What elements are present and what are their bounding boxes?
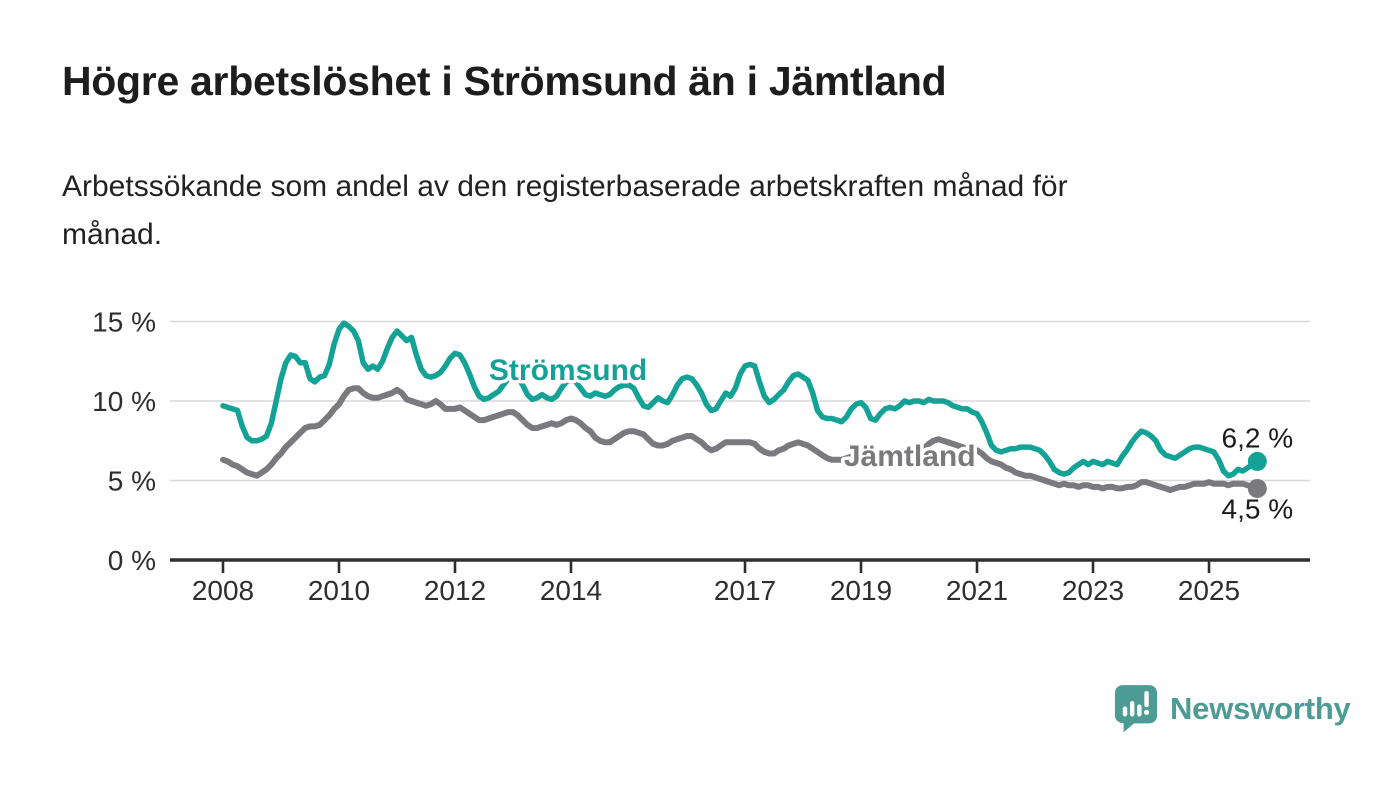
chart-title: Högre arbetslöshet i Strömsund än i Jämt…: [62, 58, 947, 104]
x-axis-label-2014: 2014: [540, 575, 602, 606]
newsworthy-logo-text: Newsworthy: [1170, 691, 1351, 726]
series-line-strömsund: [220, 320, 1261, 479]
x-axis-label-2017: 2017: [714, 575, 776, 606]
chart-subtitle-line2: månad.: [62, 218, 163, 251]
chart-subtitle: Arbetssökande som andel av den registerb…: [62, 163, 1068, 259]
y-axis-label-10: 10 %: [92, 386, 156, 417]
y-axis-label-15: 15 %: [92, 307, 156, 338]
x-axis-label-2021: 2021: [946, 575, 1008, 606]
end-value-label-jämtland: 4,5 %: [1222, 493, 1294, 524]
newsworthy-speech-bubble-barchart-icon: [1114, 685, 1158, 733]
x-axis-label-2025: 2025: [1178, 575, 1240, 606]
end-value-label-strömsund: 6,2 %: [1222, 422, 1294, 453]
y-axis-label-0: 0 %: [108, 545, 156, 576]
x-axis-label-2008: 2008: [192, 575, 254, 606]
series-end-dot-jämtland: [1247, 478, 1267, 498]
newsworthy-logo: Newsworthy: [1114, 684, 1351, 734]
chart-subtitle-line1: Arbetssökande som andel av den registerb…: [62, 170, 1068, 203]
x-axis-label-2023: 2023: [1062, 575, 1124, 606]
x-axis-label-2010: 2010: [308, 575, 370, 606]
series-line-jämtland: [220, 385, 1261, 493]
series-end-dot-strömsund: [1247, 451, 1267, 471]
x-axis-label-2012: 2012: [424, 575, 486, 606]
series-label-jämtland: Jämtland: [844, 440, 976, 473]
x-axis-label-2019: 2019: [830, 575, 892, 606]
y-axis-label-5: 5 %: [108, 466, 156, 497]
series-label-strömsund: Strömsund: [489, 354, 647, 387]
